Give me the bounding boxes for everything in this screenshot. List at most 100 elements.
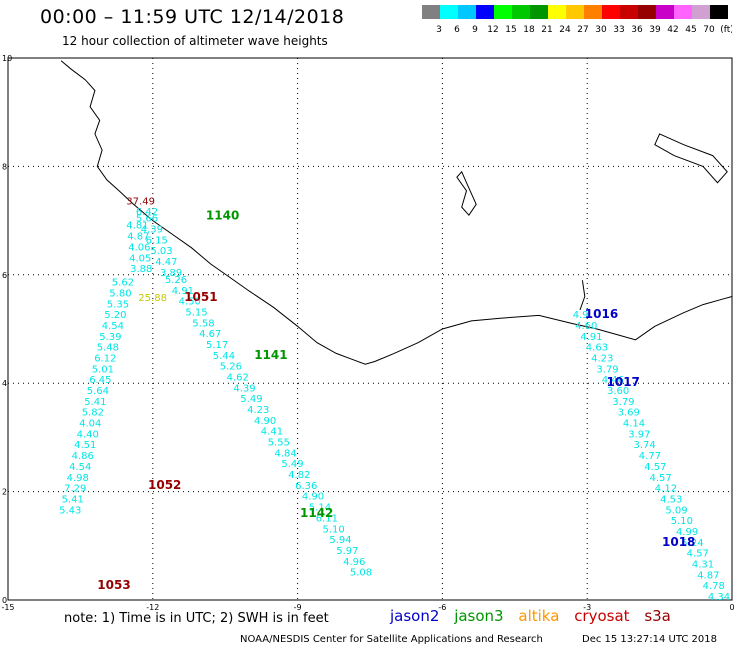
colorbar-swatch [710,5,728,19]
x-tick-label: -9 [294,603,302,612]
wave-height-value: 5.80 [109,289,131,300]
pass-time-label: 1016 [585,307,618,321]
colorbar-label: 36 [631,25,643,35]
colorbar-swatch [422,5,440,19]
colorbar-label: 27 [577,25,588,35]
wave-height-value: 4.54 [69,462,91,473]
wave-height-value: 3.69 [618,408,640,419]
wave-height-value: 4.99 [676,527,698,538]
colorbar-swatch [584,5,602,19]
wave-height-value: 6.36 [295,481,317,492]
x-tick-label: -12 [146,603,159,612]
y-tick-label: 8 [2,162,7,171]
wave-height-value: 4.12 [655,484,677,495]
wave-height-value: 4.91 [172,286,194,297]
wave-height-value: 5.82 [82,408,104,419]
wave-height-value: 4.40 [77,429,99,440]
colorbar-swatch [692,5,710,19]
colorbar-label: 70 [703,25,715,35]
wave-height-value: 5.43 [59,505,81,516]
wave-height-value: 5.10 [671,516,693,527]
wave-height-value: 4.06 [128,242,150,253]
wave-height-value: 5.10 [323,524,345,535]
x-tick-label: -15 [1,603,14,612]
wave-height-highlight: 25.88 [138,293,167,304]
wave-height-value: 4.04 [79,419,101,430]
wave-height-value: 5.24 [681,538,703,549]
wave-height-value: 4.46 [602,375,624,386]
wave-height-value: 4.81 [126,221,148,232]
wave-height-value: 5.08 [350,568,372,579]
wave-height-value: 4.63 [586,343,608,354]
wave-height-value: 5.39 [99,332,121,343]
colorbar-swatch [476,5,494,19]
colorbar-swatch [530,5,548,19]
satellite-legend: jason2 jason3 altika cryosat s3a [390,607,681,625]
wave-height-value: 4.41 [261,427,283,438]
wave-height-value: 5.94 [329,535,351,546]
colorbar-swatch [440,5,458,19]
wave-height-value: 4.14 [623,419,645,430]
wave-height-value: 4.87 [697,570,719,581]
wave-height-value: 4.39 [141,225,163,236]
timestamp-text: Dec 15 13:27:14 UTC 2018 [582,634,717,645]
legend-altika: altika [518,607,560,625]
x-tick-label: -6 [438,603,446,612]
wave-height-highlight: 37.49 [126,196,155,207]
wave-height-value: 3.97 [628,429,650,440]
colorbar-label: 12 [487,25,498,35]
colorbar-label: 45 [685,25,696,35]
wave-height-value: 5.49 [240,394,262,405]
wave-height-value: 4.23 [247,405,269,416]
wave-height-value: 4.57 [644,462,666,473]
colorbar-swatch [512,5,530,19]
colorbar-swatch [674,5,692,19]
wave-height-value: 4.47 [155,257,177,268]
pass-time-label: 1018 [662,535,695,549]
legend-jason3: jason3 [454,607,504,625]
y-tick-label: 6 [2,271,7,280]
colorbar-label: 42 [667,25,678,35]
wave-height-value: 6.42 [136,207,158,218]
colorbar-label: 9 [472,25,478,35]
wave-height-value: 5.64 [87,386,109,397]
x-tick-label: -3 [583,603,591,612]
wave-height-value: 4.39 [233,383,255,394]
map-frame [7,57,733,601]
wave-height-value: 4.57 [687,549,709,560]
lake-volta [654,133,728,184]
colorbar-label: 33 [613,25,624,35]
wave-height-value: 6.12 [94,354,116,365]
river [579,280,586,311]
wave-height-value: 4.50 [179,297,201,308]
pass-time-label: 1051 [184,290,217,304]
wave-height-value: 4.31 [692,560,714,571]
wave-height-value: 4.86 [72,451,94,462]
wave-height-value: 4.05 [129,253,151,264]
wave-height-value: 5.20 [104,310,126,321]
y-tick-label: 0 [2,596,7,605]
wave-height-value: 6.45 [89,375,111,386]
wave-height-value: 4.78 [703,581,725,592]
colorbar-label: (ft) [720,25,732,35]
colorbar-swatch [638,5,656,19]
note-text: note: 1) Time is in UTC; 2) SWH is in fe… [64,611,329,626]
wave-height-value: 4.84 [275,448,297,459]
colorbar-label: 39 [649,25,661,35]
colorbar-swatch [458,5,476,19]
wave-height-value: 5.03 [150,246,172,257]
wave-height-value: 5.62 [112,278,134,289]
wave-height-value: 3.79 [596,364,618,375]
wave-height-value: 6.11 [316,513,338,524]
colorbar-swatch [656,5,674,19]
wave-height-value: 4.57 [650,473,672,484]
wave-height-value: 4.62 [227,373,249,384]
pass-time-label: 1142 [300,506,333,520]
legend-jason2: jason2 [390,607,440,625]
wave-height-value: 4.34 [708,592,730,603]
colorbar-swatch [566,5,584,19]
wave-height-value: 6.15 [146,235,168,246]
wave-height-value: 4.77 [639,451,661,462]
pass-time-label: 1017 [607,375,640,389]
